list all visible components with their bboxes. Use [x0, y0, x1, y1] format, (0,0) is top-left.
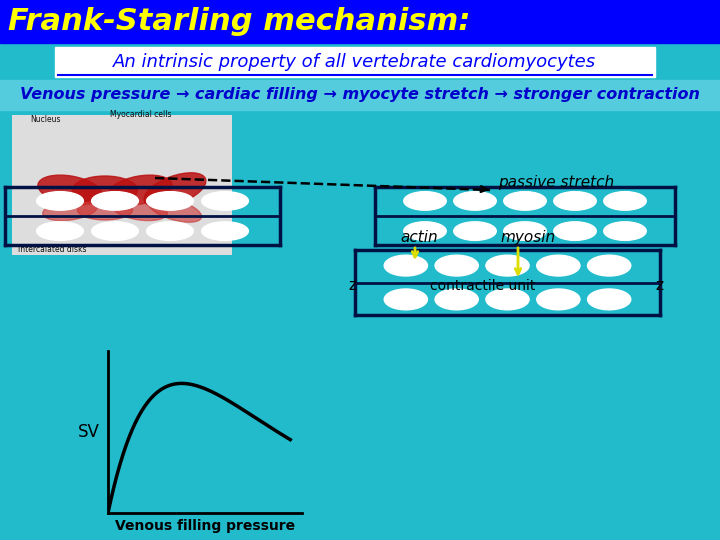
Ellipse shape	[435, 289, 478, 310]
Ellipse shape	[37, 192, 84, 210]
Ellipse shape	[588, 289, 631, 310]
Ellipse shape	[113, 199, 167, 221]
Ellipse shape	[202, 222, 248, 240]
Text: actin: actin	[400, 230, 438, 245]
Bar	[55, 47, 655, 77]
Ellipse shape	[91, 222, 138, 240]
Ellipse shape	[486, 255, 529, 276]
Y-axis label: SV: SV	[78, 423, 99, 441]
Bar	[12, 115, 232, 255]
Ellipse shape	[554, 222, 596, 240]
Ellipse shape	[147, 222, 194, 240]
Ellipse shape	[404, 222, 446, 240]
Ellipse shape	[91, 192, 138, 210]
Text: Myocardial cells: Myocardial cells	[110, 110, 171, 119]
Text: An intrinsic property of all vertebrate cardiomyocytes: An intrinsic property of all vertebrate …	[114, 53, 597, 71]
Ellipse shape	[148, 198, 202, 222]
Ellipse shape	[504, 192, 546, 210]
Ellipse shape	[454, 192, 496, 210]
Text: Nucleus: Nucleus	[30, 115, 60, 124]
Ellipse shape	[38, 175, 102, 205]
Text: z: z	[655, 278, 663, 293]
Ellipse shape	[604, 192, 647, 210]
Ellipse shape	[384, 289, 428, 310]
Ellipse shape	[202, 192, 248, 210]
Bar	[0, 0, 720, 43]
Ellipse shape	[435, 255, 478, 276]
Text: Venous pressure → cardiac filling → myocyte stretch → stronger contraction: Venous pressure → cardiac filling → myoc…	[20, 87, 700, 103]
X-axis label: Venous filling pressure: Venous filling pressure	[115, 518, 295, 532]
Text: contractile unit: contractile unit	[430, 279, 536, 293]
Ellipse shape	[147, 192, 194, 210]
Text: myosin: myosin	[500, 230, 555, 245]
Bar	[0, 80, 720, 110]
Ellipse shape	[144, 173, 206, 207]
Ellipse shape	[42, 199, 97, 221]
Ellipse shape	[504, 222, 546, 240]
Ellipse shape	[554, 192, 596, 210]
Text: Intercalated disks: Intercalated disks	[18, 245, 86, 254]
Ellipse shape	[604, 222, 647, 240]
Ellipse shape	[384, 255, 428, 276]
Text: Frank-Starling mechanism:: Frank-Starling mechanism:	[8, 6, 470, 36]
Ellipse shape	[588, 255, 631, 276]
Ellipse shape	[454, 222, 496, 240]
Ellipse shape	[108, 175, 172, 205]
Ellipse shape	[404, 192, 446, 210]
Ellipse shape	[78, 200, 132, 220]
Bar	[0, 110, 720, 540]
Ellipse shape	[536, 289, 580, 310]
Text: z: z	[348, 278, 356, 293]
Ellipse shape	[37, 222, 84, 240]
Ellipse shape	[536, 255, 580, 276]
Ellipse shape	[486, 289, 529, 310]
Ellipse shape	[73, 176, 138, 204]
Text: passive stretch: passive stretch	[498, 175, 614, 190]
